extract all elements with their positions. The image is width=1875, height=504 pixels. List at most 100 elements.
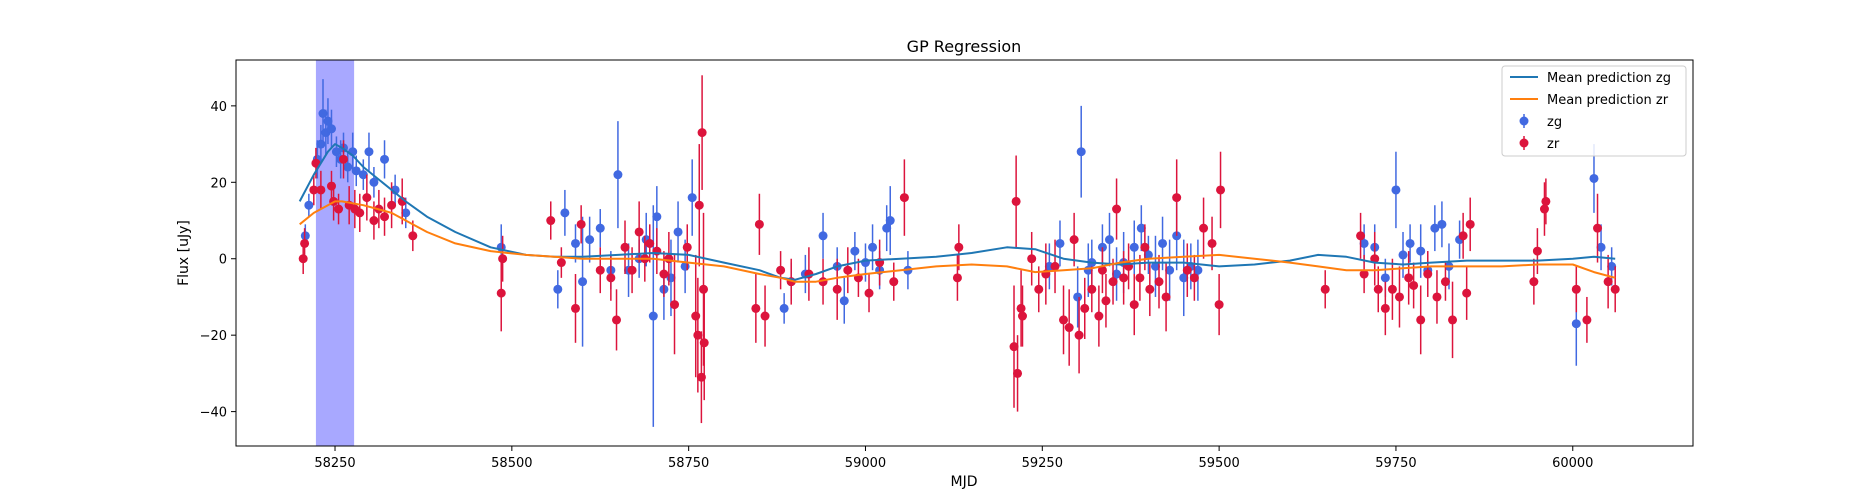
point-marker [1391,185,1401,195]
x-axis-label: MJD [951,474,978,490]
point-marker [1603,277,1613,287]
point-marker [1582,315,1592,325]
point-marker [401,208,411,218]
point-marker [627,265,637,275]
point-marker [699,338,709,348]
point-marker [364,147,374,157]
data-point-zr [556,247,566,278]
point-marker [1398,250,1408,260]
data-point-zr [1432,270,1442,324]
point-marker [659,269,669,279]
data-point-zr [339,140,349,179]
data-point-zg [585,216,595,263]
point-marker [576,219,586,229]
point-marker [889,277,899,287]
x-tick-label: 58750 [668,456,709,471]
point-marker [1571,319,1581,329]
point-marker [868,242,878,252]
data-point-zr [1214,274,1224,336]
y-tick-label: −40 [200,406,227,421]
point-marker [899,193,909,203]
data-point-zr [754,193,764,255]
point-marker [1532,246,1542,256]
data-point-zr [954,224,964,271]
data-point-zr [1320,270,1330,309]
data-point-zr [1034,266,1044,313]
point-marker [882,223,892,233]
data-point-zr [311,147,321,179]
point-marker [1050,261,1060,271]
point-marker [1129,300,1139,310]
data-point-zg [1136,205,1146,252]
y-tick-label: 0 [219,253,227,268]
data-point-zg [687,159,697,236]
point-marker [1161,292,1171,302]
data-point-zr [1112,178,1122,240]
point-marker [687,193,697,203]
data-point-zg [839,277,849,324]
point-marker [1405,238,1415,248]
point-marker [754,219,764,229]
point-marker [694,200,704,210]
legend-box [1501,65,1687,157]
data-point-zr [362,174,372,221]
data-point-zg [595,209,605,248]
data-point-zg [1073,266,1083,328]
data-point-zr [1050,239,1060,294]
point-marker [1199,223,1209,233]
data-point-zr [1094,285,1104,347]
y-tick-label: 40 [210,100,227,115]
point-marker [1189,273,1199,283]
point-marker [1150,261,1160,271]
data-point-zr [889,262,899,301]
point-marker [606,273,616,283]
point-marker [1097,265,1107,275]
legend-label-zg-line: Mean prediction zg [1547,71,1671,86]
point-marker [1129,242,1139,252]
point-marker [1593,223,1603,233]
y-axis-ticks: −40 −20 0 20 40 [200,100,236,421]
data-point-zg [1596,224,1606,271]
data-point-zg [1391,151,1401,229]
data-point-zg [779,293,789,324]
point-marker [1140,242,1150,252]
data-point-zg [1150,235,1160,297]
data-point-zr [699,285,709,401]
data-point-zr [1017,285,1027,347]
data-point-zg [1430,205,1440,252]
point-marker [1076,147,1086,157]
point-marker [358,170,368,180]
point-marker [355,208,365,218]
data-point-zr [1097,247,1107,294]
data-point-zr [1016,270,1026,347]
point-marker [1013,368,1023,378]
data-point-zr [1458,212,1468,259]
point-marker [860,258,870,268]
point-marker [1440,277,1450,287]
data-point-zg [578,216,588,347]
highlight-span-layer [315,60,355,446]
data-point-zg [882,205,892,252]
data-point-zr [1394,266,1404,328]
data-point-zr [1172,159,1182,236]
legend-label-zr: zr [1547,137,1560,152]
data-point-zr [380,197,390,236]
data-point-zr [1161,262,1171,332]
point-marker [556,258,566,268]
point-marker [595,223,605,233]
point-marker [839,296,849,306]
point-marker [691,311,701,321]
data-point-zr [546,201,556,240]
point-marker [670,300,680,310]
data-point-zr [606,254,616,301]
data-point-zg [358,159,368,190]
data-point-zg [818,212,828,259]
data-point-zr [670,254,680,355]
point-marker [1179,273,1189,283]
point-marker [298,254,308,264]
data-point-zg [1405,224,1415,263]
data-point-zr [751,274,761,343]
data-point-zr [760,285,770,347]
data-point-zr [1216,151,1226,229]
